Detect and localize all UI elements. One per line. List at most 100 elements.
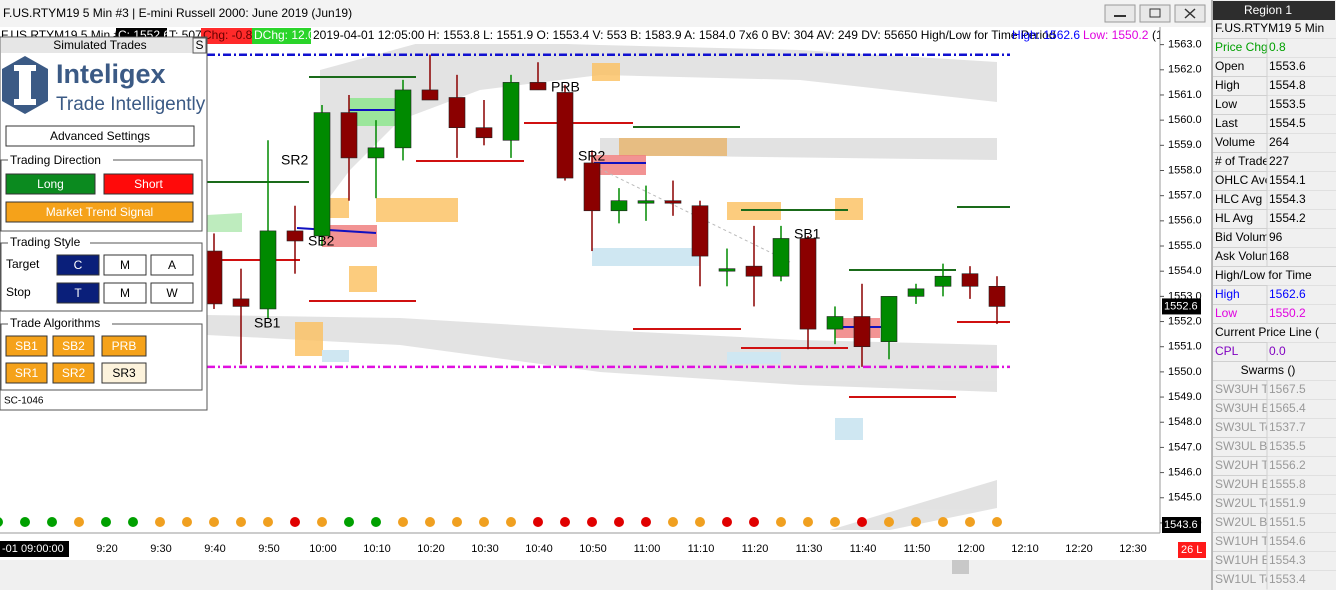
start-label: -01 09:00:00 (2, 543, 64, 555)
candle-body (475, 127, 493, 139)
signal-dot (695, 517, 705, 527)
cell-bg (1267, 513, 1336, 533)
cell-bg (1267, 76, 1336, 96)
row-label: CPL (1215, 344, 1239, 358)
trend-button[interactable] (5, 201, 194, 223)
candle-body (421, 89, 439, 101)
signal-dot (884, 517, 894, 527)
algorithm-button[interactable] (5, 362, 48, 384)
candle-body (556, 92, 574, 179)
toggle-label: S (195, 38, 203, 52)
x-tick-label: 9:20 (96, 543, 117, 555)
row-value: 1555.8 (1269, 477, 1306, 491)
signal-dot (74, 517, 84, 527)
candle-body (637, 200, 655, 204)
row-label: Open (1215, 59, 1244, 73)
maximize-button[interactable] (1139, 4, 1171, 23)
algorithm-button[interactable] (101, 362, 147, 384)
candle-body (394, 89, 412, 149)
minimize-button[interactable] (1104, 4, 1136, 23)
candle-body (502, 82, 520, 141)
button-label: Short (134, 177, 163, 191)
x-tick-label: 9:50 (258, 543, 279, 555)
zone-box (322, 350, 349, 362)
short-button[interactable] (103, 173, 194, 195)
button-label: SR1 (15, 366, 39, 380)
price-badge (1162, 517, 1201, 533)
signal-dot (587, 517, 597, 527)
signal-dots (0, 517, 1002, 527)
price-axis (1160, 27, 1212, 560)
advanced-button[interactable] (5, 125, 195, 147)
data-window-rows: Price Chg 0.8 Open 1553.6 High 1554.8 Low 1553.… (1213, 38, 1336, 590)
info-dchg: DChg: 12.0 (254, 28, 315, 42)
signal-dot (209, 517, 219, 527)
signal-labels: SR2 SB2 SB1 PRB SR2 SB1 (254, 79, 821, 331)
row-label: SW1UL Tc (1215, 572, 1271, 586)
row-label: Bid Volum (1215, 230, 1269, 244)
row-label: Low (1215, 306, 1237, 320)
row-value: 0.8 (1269, 40, 1286, 54)
y-tick-label: 1559.0 (1168, 139, 1202, 151)
icon (1184, 8, 1196, 19)
cell-bg (1267, 209, 1336, 229)
signal-dot (506, 517, 516, 527)
style-button[interactable] (103, 254, 147, 276)
band (207, 315, 997, 392)
signal-label: SR2 (281, 152, 308, 168)
candle-body (718, 268, 736, 272)
row-label: SW3UL Bo (1215, 439, 1274, 453)
cell-bg (1267, 133, 1336, 153)
zone-box (349, 266, 377, 292)
signal-dot (128, 517, 138, 527)
toggle-button[interactable] (192, 37, 207, 54)
signal-label: SB2 (308, 233, 335, 249)
long-button[interactable] (5, 173, 96, 195)
algorithm-button[interactable] (5, 335, 48, 357)
data-window-symbol: F.US.RTYM19 5 Min (1215, 21, 1324, 35)
signal-dot (560, 517, 570, 527)
button-label: M (120, 258, 130, 272)
info-chg: Chg: -0.8 (203, 28, 253, 42)
group-title: Trade Algorithms (10, 316, 100, 330)
x-tick-label: 11:30 (796, 543, 823, 555)
algorithm-button[interactable] (52, 335, 95, 357)
icon (1149, 8, 1161, 18)
signal-dot (965, 517, 975, 527)
scrollbar[interactable] (0, 560, 1212, 574)
cell-bg (1267, 171, 1336, 191)
signal-dot (479, 517, 489, 527)
band (320, 40, 997, 210)
zone-box (592, 63, 620, 81)
y-tick-label: 1554.0 (1168, 265, 1202, 277)
style-button[interactable] (150, 254, 194, 276)
cell-bg (1267, 437, 1336, 457)
time-axis-ticks: 9:20 9:30 9:40 9:50 10:00 10:10 10:20 10:30 10:4… (96, 543, 1146, 555)
signal-dot (236, 517, 246, 527)
style-button[interactable] (103, 282, 147, 304)
row-label: High (1215, 78, 1240, 92)
row-label: SW3UH B (1215, 401, 1270, 415)
algorithm-button[interactable] (52, 362, 95, 384)
style-button[interactable] (150, 282, 194, 304)
candle-body (259, 230, 277, 310)
algorithm-button[interactable] (101, 335, 147, 357)
row-value: 1550.2 (1269, 306, 1306, 320)
y-tick-label: 1555.0 (1168, 240, 1202, 252)
signal-dot (641, 517, 651, 527)
info-low: Low: 1550.2 (1083, 28, 1149, 42)
panel-title: Simulated Trades (53, 38, 146, 52)
row-label: Price Chg (1215, 40, 1268, 54)
cell-bg (1267, 228, 1336, 248)
signal-dot (776, 517, 786, 527)
scroll-thumb[interactable] (952, 560, 969, 574)
row-value: 1554.8 (1269, 78, 1306, 92)
level-line (296, 227, 377, 234)
row-value: 1553.6 (1269, 59, 1306, 73)
style-button[interactable] (56, 282, 100, 304)
row-label: Last (1215, 116, 1238, 130)
row-value: 168 (1269, 249, 1289, 263)
y-tick-label: 1558.0 (1168, 164, 1202, 176)
info-details: 2019-04-01 12:05:00 H: 1553.8 L: 1551.9 … (313, 28, 1056, 42)
style-button[interactable] (56, 254, 100, 276)
